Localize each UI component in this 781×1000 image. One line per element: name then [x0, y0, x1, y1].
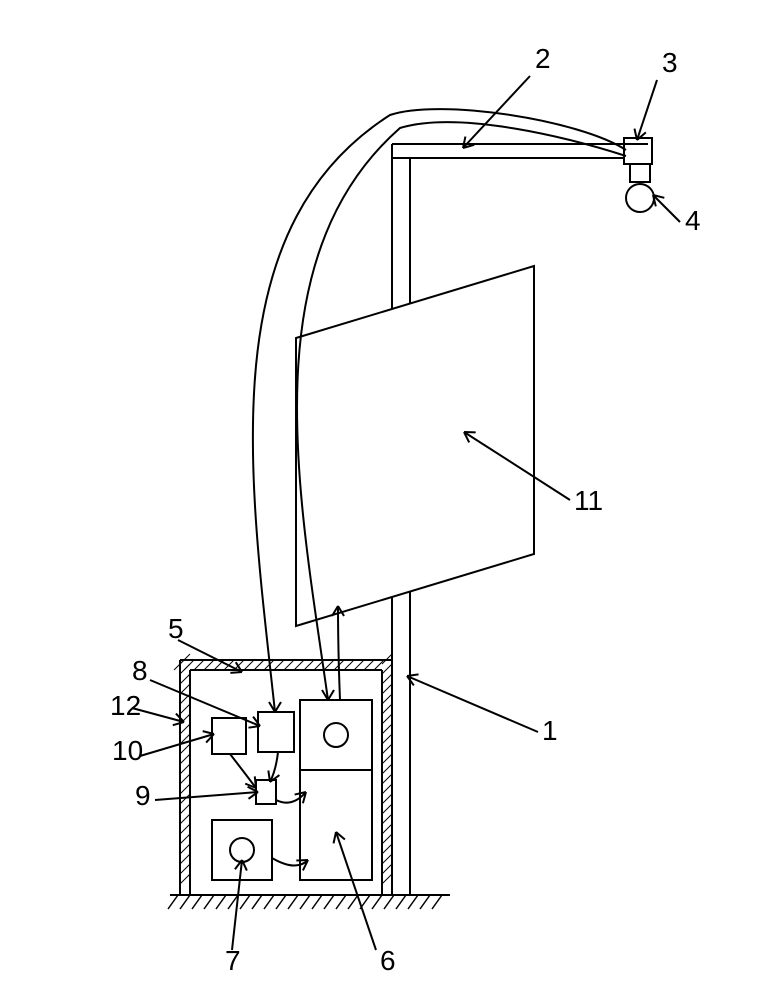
callout-8: 8 [132, 655, 148, 686]
callout-12: 12 [110, 690, 141, 721]
callout-6: 6 [380, 945, 396, 976]
callout-10: 10 [112, 735, 143, 766]
callout-3: 3 [662, 47, 678, 78]
callout-5: 5 [168, 613, 184, 644]
callout-9: 9 [135, 780, 151, 811]
callout-1: 1 [542, 715, 558, 746]
callout-4: 4 [685, 205, 701, 236]
callout-2: 2 [535, 43, 551, 74]
callout-7: 7 [225, 945, 241, 976]
callout-11: 11 [574, 485, 603, 516]
